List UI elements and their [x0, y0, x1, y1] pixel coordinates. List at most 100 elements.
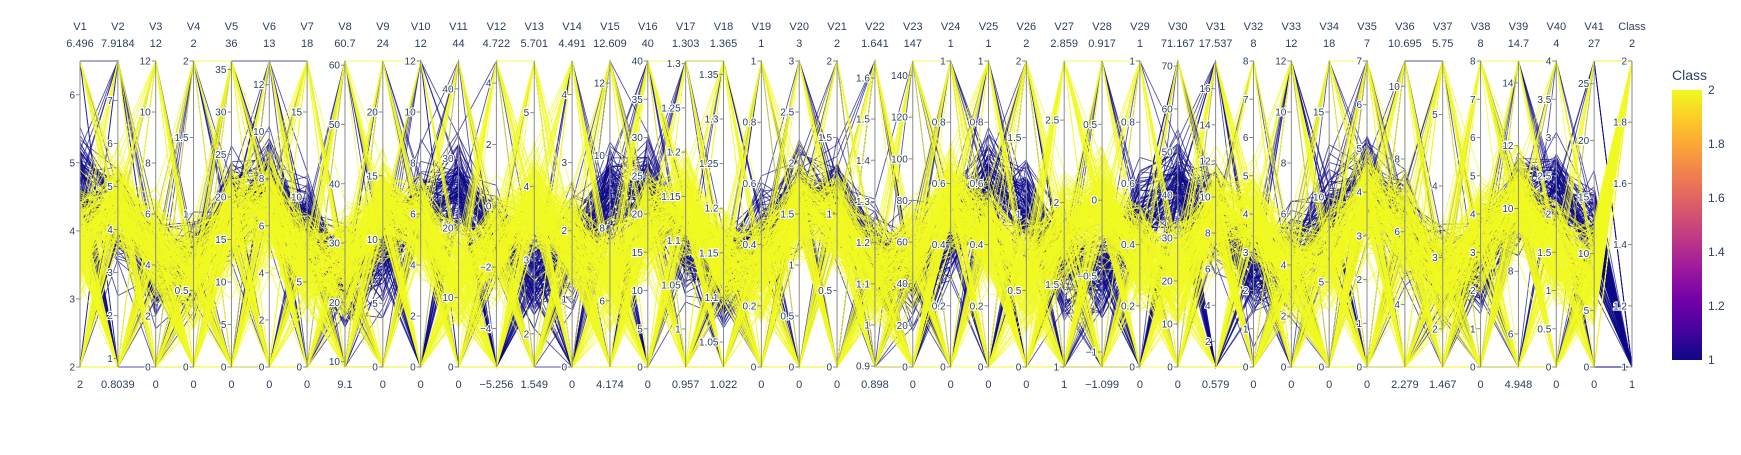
- axis-tick-label: 2: [145, 312, 151, 323]
- axis-v37[interactable]: V37 5.75 1.467 2 3 4 5: [1429, 21, 1457, 391]
- axis-range-max-label: 40: [642, 38, 654, 50]
- axis-range-min-label: 1.022: [710, 379, 738, 391]
- axis-title: V5: [225, 21, 238, 33]
- axis-v2[interactable]: V2 7.9184 0.8039 1 2 3 4 5 6 7: [101, 21, 135, 391]
- axis-title: V7: [300, 21, 313, 33]
- axis-v22[interactable]: V22 1.641 0.898 0.9 1 1.1 1.2 1.3 1.4 1.5 1.6: [855, 21, 889, 391]
- axis-v32[interactable]: V32 8 00 1 2 3 4 5 6 7 8: [1242, 21, 1263, 391]
- axis-title: V38: [1471, 21, 1491, 33]
- axis-tick-label: 5: [1356, 144, 1362, 155]
- axis-v34[interactable]: V34 18 00 5 10 15: [1312, 21, 1339, 391]
- axis-tick-label: 1.05: [661, 280, 681, 291]
- axis-v24[interactable]: V24 1 00 0.2 0.4 0.6 0.8 1: [931, 21, 961, 391]
- axis-range-min-label: 0: [1478, 379, 1484, 391]
- axis-range-min-label: 1.467: [1429, 379, 1457, 391]
- axis-tick-label: 10: [405, 108, 417, 119]
- axis-v9[interactable]: V9 24 00 5 10 15 20: [366, 21, 390, 391]
- axis-v13[interactable]: V13 5.701 1.549 2 3 4 5: [520, 21, 548, 391]
- axis-v15[interactable]: V15 12.609 4.174 6 8 10 12: [593, 21, 627, 391]
- axis-tick-label: 5: [1584, 306, 1590, 317]
- axis-range-min-label: 0: [1175, 379, 1181, 391]
- axis-v26[interactable]: V26 2 00 0.5 1 1.5 2: [1006, 21, 1036, 391]
- axis-tick-label: 8: [1508, 267, 1514, 278]
- axis-v35[interactable]: V35 7 00 1 2 3 4 5 6 7: [1355, 21, 1376, 391]
- axis-v30[interactable]: V30 71.167 00 10 20 30 40 50 60 70: [1161, 21, 1195, 391]
- axis-v17[interactable]: V17 1.303 0.957 1 1.05 1.1 1.15 1.2 1.25 1.3: [660, 21, 699, 391]
- data-line-class-2: [79, 60, 1633, 369]
- axis-tick-label: 0.4: [1121, 240, 1135, 251]
- axis-tick-label: 16: [1199, 84, 1211, 95]
- axis-v11[interactable]: V11 44 00 10 20 30 40: [441, 21, 468, 391]
- axis-tick-label: 8: [145, 159, 151, 170]
- axis-tick-label: 3: [1432, 253, 1438, 264]
- axis-v19[interactable]: V19 1 00 0.2 0.4 0.6 0.8 1: [741, 21, 772, 391]
- axis-v6[interactable]: V6 13 00 2 4 6 8 10 12: [252, 21, 276, 391]
- axis-v36[interactable]: V36 10.695 2.279 4 6 8 10: [1388, 21, 1422, 391]
- axis-title: V12: [487, 21, 507, 33]
- axis-v3[interactable]: V3 12 00 2 4 6 8 10 12: [138, 21, 163, 391]
- axis-tick-label: 1.2: [856, 238, 870, 249]
- axis-range-max-label: 13: [263, 38, 275, 50]
- axis-v28[interactable]: V28 0.917 −1.099 −1 −0.5 0 0.5: [1076, 21, 1119, 391]
- axis-v8[interactable]: V8 60.7 9.1 10 20 30 40 50 60: [328, 21, 356, 391]
- data-line-class-2: [79, 60, 1633, 368]
- axis-class[interactable]: Class 2 11 1.2 1.4 1.6 1.8 2: [1612, 21, 1646, 391]
- axis-title: V19: [752, 21, 772, 33]
- axis-v16[interactable]: V16 40 00 5 10 15 20 25 30 35 40: [631, 21, 658, 391]
- axis-tick-label: 4: [1432, 182, 1438, 193]
- axis-title: V9: [376, 21, 389, 33]
- axis-v21[interactable]: V21 2 00 0.5 1 1.5 2: [817, 21, 847, 391]
- axis-tick-label: 10: [1162, 320, 1174, 331]
- axis-v33[interactable]: V33 12 00 2 4 6 8 10 12: [1274, 21, 1301, 391]
- axis-tick-label: 1.25: [661, 103, 681, 114]
- axis-tick-label: 4: [486, 79, 492, 90]
- data-line-class-2: [79, 60, 1633, 369]
- axis-range-max-label: 44: [452, 38, 464, 50]
- axis-v40[interactable]: V40 4 00 0.5 1 1.5 2 2.5 3 3.5 4: [1536, 21, 1566, 391]
- axis-tick-label: 35: [632, 95, 644, 106]
- axis-range-min-label: 0: [1326, 379, 1332, 391]
- axis-tick-label: 12: [1502, 141, 1514, 152]
- axis-tick-label: 0.6: [932, 179, 946, 190]
- axis-v1[interactable]: V1 6.496 22 3 4 5 6: [66, 21, 94, 391]
- axis-tick-label: 10: [1313, 193, 1325, 204]
- axis-v25[interactable]: V25 1 00 0.2 0.4 0.6 0.8 1: [968, 21, 999, 391]
- axis-v5[interactable]: V5 36 00 5 10 15 20 25 30 35: [214, 21, 238, 391]
- axis-v31[interactable]: V31 17.537 0.579 2 4 6 8 10 12 14 16: [1198, 21, 1233, 391]
- axis-tick-label: 40: [897, 279, 909, 290]
- axis-tick-label: 8: [1394, 154, 1400, 165]
- axis-range-max-label: 4: [1553, 38, 1559, 50]
- colorbar-tick-label: 1.2: [1708, 299, 1725, 313]
- axis-v27[interactable]: V27 2.859 11 1.5 2 2.5: [1044, 21, 1078, 391]
- axis-v18[interactable]: V18 1.365 1.022 1.05 1.1 1.15 1.2 1.25 1.3 1.35: [698, 21, 738, 391]
- axis-v41[interactable]: V41 27 00 5 10 15 20 25: [1577, 21, 1604, 391]
- axis-tick-label: 3: [524, 256, 530, 267]
- axis-title: V18: [714, 21, 734, 33]
- axis-v20[interactable]: V20 3 00 0.5 1 1.5 2 2.5 3: [779, 21, 809, 391]
- axis-tick-label: 5: [1470, 171, 1476, 182]
- axis-v39[interactable]: V39 14.7 4.948 6 8 10 12 14: [1501, 21, 1532, 391]
- axis-v10[interactable]: V10 12 00 2 4 6 8 10 12: [403, 21, 431, 391]
- axis-tick-label: 0: [1584, 363, 1590, 374]
- axis-tick-label: 25: [1578, 79, 1590, 90]
- axis-tick-label: 1.5: [1007, 133, 1021, 144]
- axis-tick-label: 12: [594, 79, 606, 90]
- data-line-class-2: [79, 60, 1633, 369]
- axis-v38[interactable]: V38 8 00 1 2 3 4 5 6 7 8: [1469, 21, 1491, 391]
- axis-tick-label: 3: [789, 57, 795, 68]
- axis-v12[interactable]: V12 4.722 −5.256 −4 −2 0 2 4: [479, 21, 513, 391]
- axis-tick-label: 20: [1162, 277, 1174, 288]
- axis-tick-label: 4: [1356, 188, 1362, 199]
- axis-v23[interactable]: V23 147 00 20 40 60 80 100 120 140: [890, 21, 923, 391]
- data-line-class-2: [79, 60, 1633, 369]
- axis-v4[interactable]: V4 2 00 0.5 1 1.5 2: [174, 21, 201, 391]
- axis-tick-label: 140: [891, 71, 908, 82]
- axis-tick-label: 5: [107, 182, 113, 193]
- axis-tick-label: 40: [329, 179, 341, 190]
- axis-v29[interactable]: V29 1 00 0.2 0.4 0.6 0.8 1: [1120, 21, 1150, 391]
- axis-tick-label: 20: [367, 108, 379, 119]
- axis-title: V30: [1168, 21, 1188, 33]
- axis-v14[interactable]: V14 4.491 00 1 2 3 4: [558, 21, 586, 391]
- axis-v7[interactable]: V7 18 00 5 10 15: [290, 21, 314, 391]
- axis-range-min-label: 0: [1553, 379, 1559, 391]
